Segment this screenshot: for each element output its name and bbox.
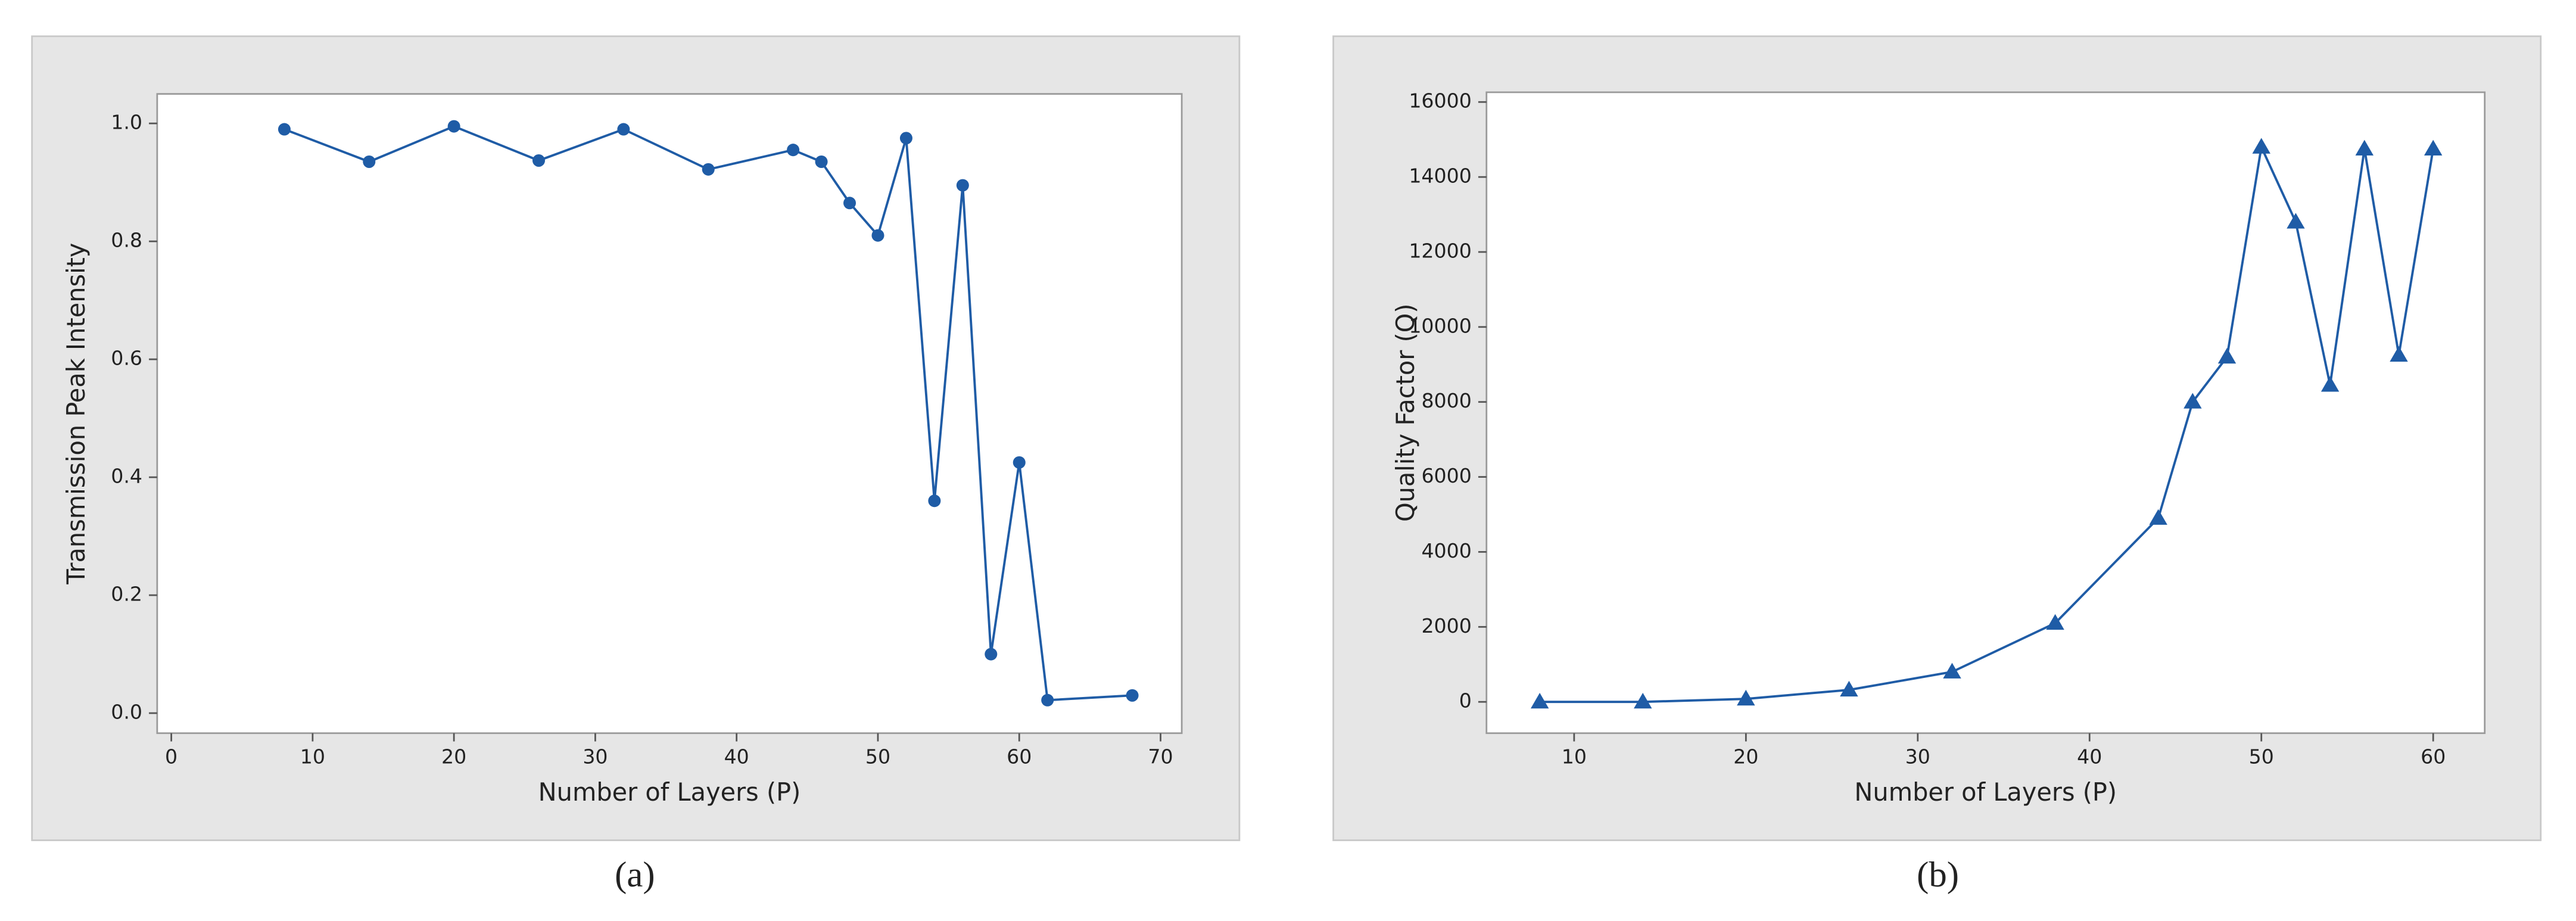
x-tick-label: 60 (2421, 745, 2446, 768)
data-point (985, 648, 998, 661)
y-axis-label: Quality Factor (Q) (1391, 304, 1420, 522)
y-tick-label: 16000 (1409, 89, 1472, 113)
data-point (617, 123, 630, 136)
x-tick-label: 50 (865, 745, 890, 768)
x-tick-label: 40 (2077, 745, 2102, 768)
data-point (899, 132, 912, 145)
y-axis-label: Transmission Peak Intensity (61, 243, 91, 585)
data-point (1013, 456, 1026, 469)
data-point (2217, 347, 2237, 364)
y-tick-label: 0.4 (111, 465, 142, 488)
data-point (1737, 689, 1755, 706)
y-tick-label: 12000 (1409, 239, 1472, 262)
x-tick-label: 60 (1007, 745, 1032, 768)
x-tick-label: 0 (165, 745, 177, 768)
data-point (871, 229, 884, 242)
caption: (b) (1917, 855, 1959, 895)
data-point (702, 163, 715, 176)
x-tick-label: 50 (2249, 745, 2274, 768)
y-tick-label: 0.6 (111, 347, 142, 370)
x-tick-label: 30 (1905, 745, 1930, 768)
data-point (2424, 139, 2443, 155)
data-point (815, 155, 828, 168)
y-tick-label: 10000 (1409, 314, 1472, 337)
x-tick-label: 20 (441, 745, 466, 768)
data-point (1634, 692, 1652, 709)
data-point (2355, 139, 2374, 155)
x-tick-label: 10 (300, 745, 325, 768)
data-point (2320, 376, 2340, 392)
caption: (a) (615, 855, 655, 895)
x-tick-label: 40 (724, 745, 749, 768)
data-point (278, 123, 291, 136)
data-point (1041, 693, 1054, 707)
y-tick-label: 0.8 (111, 229, 142, 252)
data-point (1840, 680, 1858, 697)
data-point (1943, 662, 1961, 679)
data-point (2252, 138, 2270, 154)
data-point (1530, 692, 1549, 709)
y-tick-label: 1.0 (111, 111, 142, 134)
x-tick-label: 70 (1148, 745, 1173, 768)
y-tick-label: 8000 (1421, 389, 1471, 412)
y-tick-label: 0.0 (111, 701, 142, 724)
data-point (2183, 393, 2202, 409)
data-point (787, 144, 800, 157)
data-point (2149, 509, 2167, 525)
data-point (2287, 213, 2305, 229)
data-point (928, 494, 941, 508)
data-point (363, 155, 376, 168)
y-tick-label: 4000 (1421, 539, 1471, 562)
data-point (2390, 346, 2408, 362)
x-axis-label: Number of Layers (P) (538, 777, 801, 807)
x-tick-label: 30 (583, 745, 608, 768)
x-axis-label: Number of Layers (P) (1854, 777, 2117, 807)
data-point (843, 197, 856, 210)
x-tick-label: 20 (1733, 745, 1758, 768)
y-tick-label: 0.2 (111, 583, 142, 606)
data-point (2046, 614, 2064, 630)
y-tick-label: 0 (1459, 689, 1472, 712)
y-tick-label: 14000 (1409, 164, 1472, 188)
data-point (447, 120, 460, 133)
data-point (956, 179, 969, 192)
y-tick-label: 2000 (1421, 614, 1471, 637)
x-tick-label: 10 (1562, 745, 1587, 768)
plot-area (156, 93, 1183, 735)
y-tick-label: 6000 (1421, 464, 1471, 487)
data-point (1126, 689, 1139, 702)
data-point (532, 154, 546, 167)
plot-area (1485, 91, 2486, 735)
